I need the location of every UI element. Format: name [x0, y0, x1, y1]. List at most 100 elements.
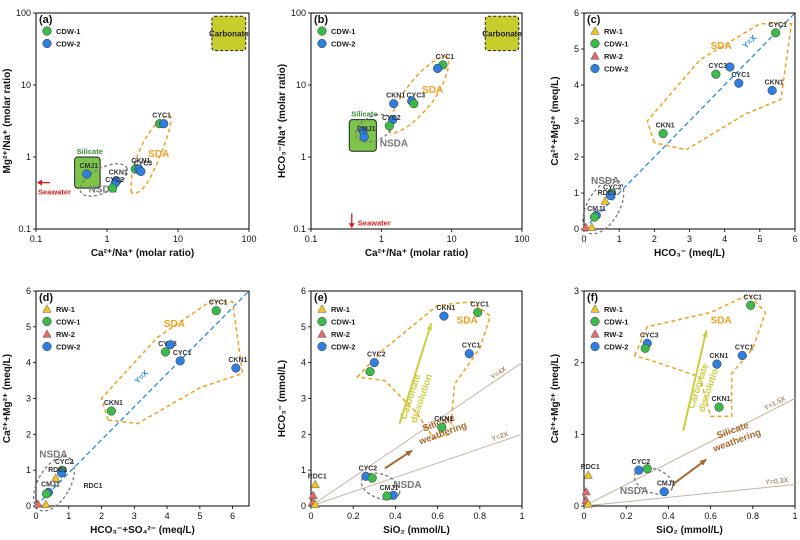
legend-marker-cdw-1 — [317, 26, 327, 36]
legend-marker-rw-1 — [317, 304, 327, 313]
data-point-cdw-2 — [136, 166, 146, 176]
x-tick-label: 1 — [617, 234, 622, 244]
point-label: CKN1 — [434, 416, 453, 423]
y-tick-label: 2 — [301, 429, 306, 439]
x-tick-label: 0.2 — [620, 511, 633, 521]
point-label: CYC1 — [768, 22, 787, 29]
x-tick-label: 0.2 — [347, 511, 360, 521]
data-point-rw-2 — [581, 222, 591, 231]
y-tick-label: 0 — [26, 501, 31, 511]
data-point-cdw-2 — [165, 340, 175, 350]
x-tick-label: 6 — [792, 234, 797, 244]
sda-label: SDA — [164, 319, 185, 330]
point-label: CYC1 — [462, 343, 481, 350]
panel-letter: (f) — [587, 292, 598, 304]
x-axis-label: Ca²⁺/Na⁺ (molar ratio) — [365, 248, 468, 259]
panel-letter: (c) — [587, 14, 601, 26]
extra-label-rdc1: RDC1 — [84, 483, 103, 490]
point-label: CYC2 — [632, 459, 651, 466]
point-label: CYC2 — [55, 459, 74, 466]
data-point-cdw-1 — [367, 473, 377, 483]
panel-letter: (b) — [314, 14, 328, 26]
y-axis-label: HCO₃⁻ (mmol/L) — [277, 360, 288, 437]
data-point-cdw-1 — [160, 347, 170, 357]
x-axis-label: SiO₂ (mmol/L) — [383, 525, 450, 536]
nsda-label: NSDA — [380, 138, 408, 149]
legend-label: CDW-1 — [604, 40, 628, 49]
legend-label: CDW-1 — [56, 27, 80, 36]
carbonate-label: Carbonate — [482, 29, 522, 38]
x-tick-label: 0 — [33, 511, 38, 521]
carbonate-arrowhead — [426, 323, 432, 331]
legend-marker-rw-1 — [590, 26, 600, 35]
data-point-cdw-1 — [365, 367, 375, 377]
sda-outline — [100, 301, 244, 425]
reference-line-y-eq-x — [583, 12, 796, 230]
data-point-cdw-1 — [590, 212, 600, 222]
silicate-label: Silicate — [351, 110, 377, 119]
point-label: CMJ1 — [357, 126, 376, 133]
y-tick-label: 6 — [574, 8, 579, 18]
point-label: CKN1 — [104, 400, 123, 407]
nsda-label: NSDA — [39, 450, 67, 461]
point-label: CMJ1 — [657, 481, 676, 488]
legend-marker-rw-1 — [590, 304, 600, 313]
legend-label: CDW-1 — [331, 318, 355, 327]
legend-label: CDW-2 — [56, 343, 80, 352]
data-point-cdw-1 — [211, 306, 221, 316]
nsda-label: NSDA — [591, 176, 619, 187]
carbonate-arrowhead — [702, 330, 708, 338]
chart-panel-e: 0 0.2 0.4 0.6 0.8 1 0 1 2 3 4 5 6 SiO₂ (mmol/L) HCO₃⁻ … — [277, 286, 525, 536]
point-label: CKN1 — [386, 93, 405, 100]
y-tick-label: 3 — [574, 286, 579, 296]
sda-label: SDA — [457, 315, 478, 326]
sda-outline — [633, 293, 767, 418]
data-point-cdw-2 — [712, 359, 722, 369]
point-label: RDC1 — [598, 190, 617, 197]
legend-label: CDW-2 — [331, 343, 355, 352]
ratio-line — [583, 484, 796, 507]
sda-outline — [388, 55, 450, 134]
data-point-cdw-2 — [433, 63, 443, 73]
data-point-cdw-2 — [634, 465, 644, 475]
y-tick-label: 0.1 — [293, 224, 306, 234]
point-label: CYC1 — [470, 302, 489, 309]
nsda-outline — [633, 467, 674, 495]
legend-marker-cdw-1 — [317, 316, 327, 327]
y-tick-label: 3 — [26, 394, 31, 404]
data-point-rw-1 — [583, 499, 593, 508]
y-tick-label: 4 — [574, 80, 579, 90]
data-point-cdw-1 — [658, 129, 668, 139]
x-tick-label: 0.4 — [389, 511, 402, 521]
point-label: CYC1 — [735, 345, 754, 352]
legend-marker-cdw-2 — [590, 63, 600, 74]
x-tick-label: 10 — [447, 234, 457, 244]
y-tick-label: 5 — [574, 44, 579, 54]
data-point-cdw-1 — [711, 69, 721, 79]
legend-marker-cdw-2 — [590, 341, 600, 352]
silicate-arrowhead — [699, 459, 707, 466]
legend-marker-rw-2 — [590, 51, 600, 60]
data-point-cdw-2 — [464, 349, 474, 359]
point-label: CMJ1 — [41, 481, 60, 488]
point-label: CKN1 — [709, 353, 728, 360]
point-label: RDC1 — [581, 464, 600, 471]
sda-outline — [130, 114, 172, 195]
data-point-cdw-2 — [389, 99, 399, 109]
carbonate-region — [484, 15, 520, 52]
x-tick-label: 0 — [308, 511, 313, 521]
sda-label: SDA — [148, 149, 169, 160]
data-point-cdw-1 — [642, 464, 652, 474]
data-point-rw-1 — [600, 196, 610, 205]
point-label: CYC3 — [640, 332, 659, 339]
legend-label: RW-1 — [604, 305, 623, 314]
x-tick-label: 1 — [792, 511, 797, 521]
reference-line-y-eq-x — [35, 290, 250, 507]
data-point-cdw-2 — [659, 487, 669, 497]
legend-marker-cdw-1 — [590, 316, 600, 327]
x-tick-label: 5 — [197, 511, 202, 521]
panel-letter: (a) — [39, 14, 53, 26]
y-tick-label: 10 — [296, 80, 306, 90]
legend-label: CDW-2 — [604, 343, 628, 352]
y-tick-label: 1 — [574, 188, 579, 198]
